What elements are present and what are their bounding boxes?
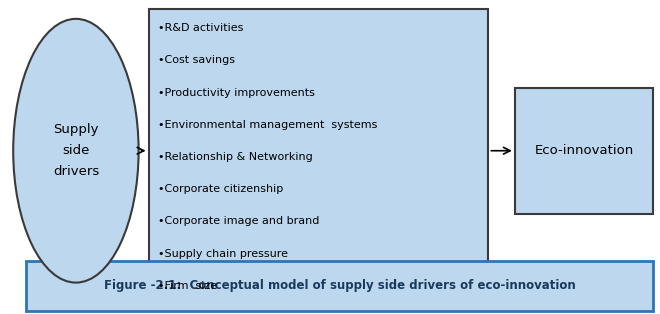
- Text: •Relationship & Networking: •Relationship & Networking: [158, 152, 313, 162]
- Bar: [26, 261, 653, 311]
- Text: •Supply chain pressure: •Supply chain pressure: [158, 249, 288, 258]
- Text: Eco-innovation: Eco-innovation: [535, 144, 634, 157]
- Text: •Firm  size: •Firm size: [158, 281, 218, 291]
- Text: •Cost savings: •Cost savings: [158, 56, 236, 65]
- Text: •R&D activities: •R&D activities: [158, 23, 244, 33]
- Text: Figure -2.1:  Conceptual model of supply side drivers of eco-innovation: Figure -2.1: Conceptual model of supply …: [104, 279, 576, 292]
- Text: Supply
side
drivers: Supply side drivers: [53, 123, 99, 178]
- Text: •Productivity improvements: •Productivity improvements: [158, 88, 315, 98]
- Text: •Environmental management  systems: •Environmental management systems: [158, 120, 378, 130]
- Text: •Corporate image and brand: •Corporate image and brand: [158, 216, 320, 226]
- Ellipse shape: [13, 19, 139, 283]
- Text: •Corporate citizenship: •Corporate citizenship: [158, 184, 284, 194]
- Bar: [515, 88, 653, 214]
- Bar: [148, 9, 488, 295]
